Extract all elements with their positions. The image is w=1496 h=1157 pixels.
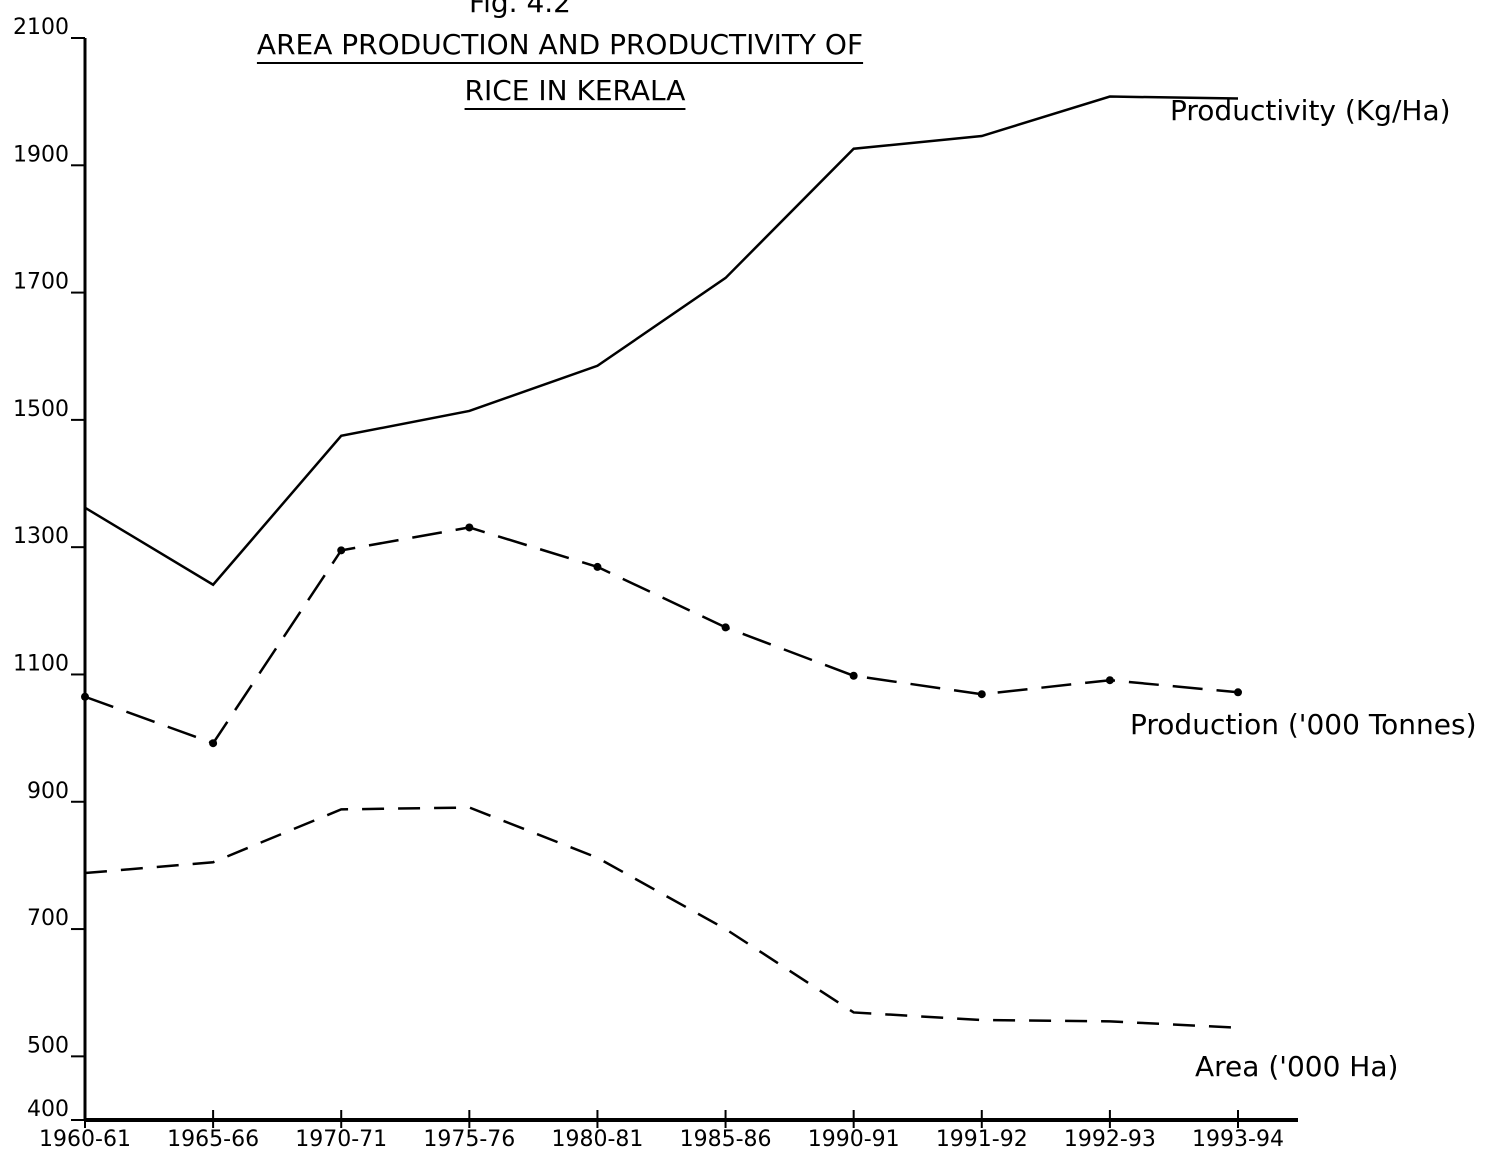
series-point <box>849 671 858 680</box>
y-tick-label: 1300 <box>13 524 69 549</box>
series-point <box>721 623 730 632</box>
x-tick-label: 1993-94 <box>1192 1127 1284 1152</box>
x-tick-label: 1960-61 <box>39 1127 131 1152</box>
series-point <box>977 690 986 699</box>
y-tick-label: 1500 <box>13 397 69 422</box>
y-tick-label: 1900 <box>13 142 69 167</box>
y-tick-label: 2100 <box>13 15 69 40</box>
series-point <box>1234 688 1242 697</box>
figure-label: Fig. 4.2 <box>469 0 571 19</box>
y-tick-label: 1700 <box>13 270 69 295</box>
y-tick-label: 400 <box>27 1097 69 1122</box>
series-point <box>1105 676 1114 685</box>
x-tick-label: 1990-91 <box>808 1127 900 1152</box>
series-point <box>593 562 602 571</box>
series-label: Production ('000 Tonnes) <box>1130 708 1477 741</box>
y-tick-label: 1100 <box>13 651 69 676</box>
series-line <box>84 806 1239 1029</box>
series-label: Productivity (Kg/Ha) <box>1170 94 1451 127</box>
chart-subtitle: RICE IN KERALA <box>465 74 686 107</box>
x-tick-label: 1992-93 <box>1064 1127 1156 1152</box>
series-label: Area ('000 Ha) <box>1195 1050 1398 1083</box>
x-tick-label: 1980-81 <box>551 1127 643 1152</box>
series-line <box>84 526 1239 745</box>
chart-title: AREA PRODUCTION AND PRODUCTIVITY OF <box>257 28 863 61</box>
y-tick-label: 500 <box>27 1033 69 1058</box>
series-point <box>337 546 346 555</box>
x-tick-label: 1975-76 <box>423 1127 515 1152</box>
x-tick-label: 1991-92 <box>936 1127 1028 1152</box>
series-point <box>209 739 218 748</box>
x-tick-label: 1965-66 <box>167 1127 259 1152</box>
series-point <box>81 692 89 701</box>
x-tick-label: 1985-86 <box>680 1127 772 1152</box>
y-tick-label: 900 <box>27 779 69 804</box>
series-line <box>84 95 1239 587</box>
series-point <box>465 523 474 532</box>
x-tick-label: 1970-71 <box>295 1127 387 1152</box>
y-tick-label: 700 <box>27 906 69 931</box>
